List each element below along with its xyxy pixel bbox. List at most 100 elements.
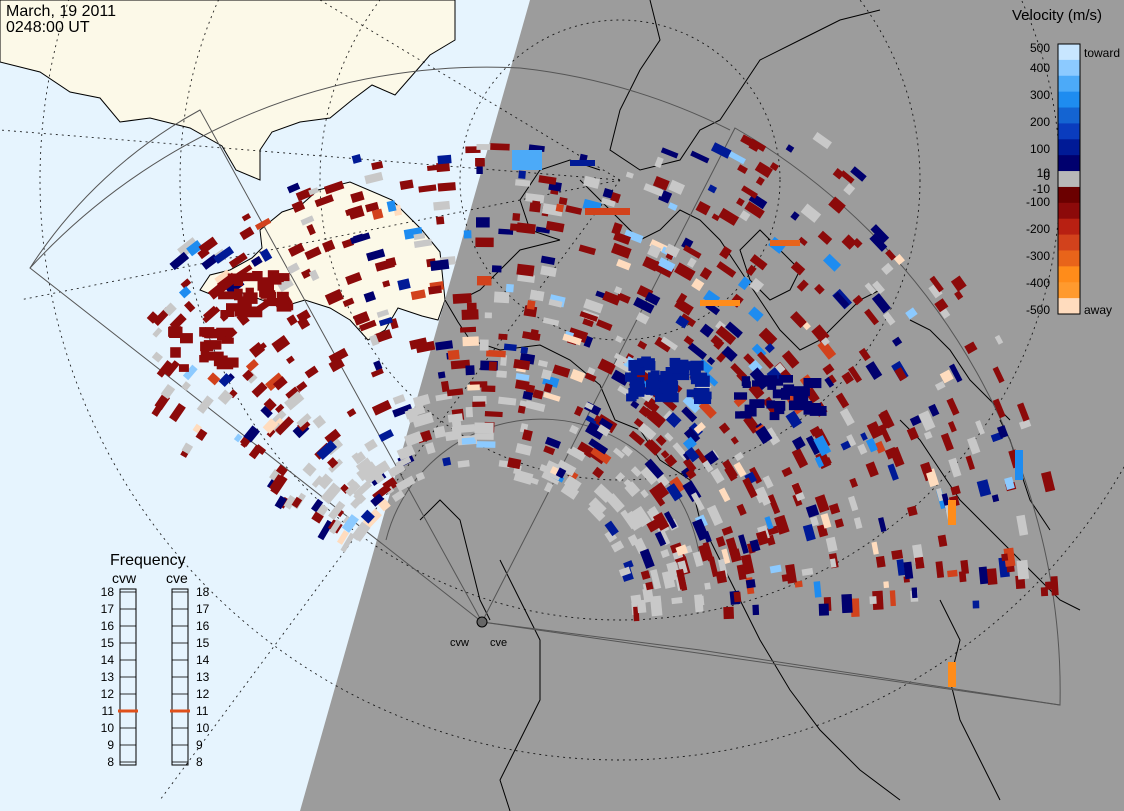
velocity-cell (363, 291, 377, 303)
velocity-cell (336, 530, 350, 545)
velocity-cell (475, 157, 485, 167)
velocity-cell (802, 523, 816, 542)
velocity-cell (850, 598, 860, 617)
velocity-cell (437, 154, 452, 165)
velocity-cell (611, 369, 630, 386)
colorbar-tick-label: -100 (1026, 195, 1050, 209)
velocity-cell (884, 446, 899, 460)
velocity-cell (702, 460, 714, 473)
velocity-cell (683, 245, 702, 259)
velocity-cell (440, 380, 450, 393)
velocity-cell (543, 445, 556, 456)
velocity-cell (660, 336, 678, 351)
toward-label: toward (1084, 46, 1120, 60)
velocity-cell (186, 240, 204, 257)
velocity-cell (655, 434, 667, 446)
velocity-cell (312, 415, 327, 429)
velocity-cell (387, 462, 406, 478)
velocity-cell (754, 161, 773, 178)
velocity-cell (869, 233, 888, 252)
velocity-cell (769, 162, 780, 172)
velocity-cell (522, 474, 539, 485)
colorbar-tick-label: -10 (1033, 182, 1051, 196)
velocity-cell (286, 355, 295, 365)
colorbar-swatch (1058, 44, 1080, 61)
velocity-cell (522, 391, 534, 401)
velocity-cell (283, 495, 297, 510)
velocity-cell (447, 349, 460, 361)
velocity-cell (722, 459, 738, 480)
velocity-cell (461, 309, 479, 321)
velocity-cell (512, 213, 521, 221)
velocity-cell (152, 327, 163, 338)
velocity-cell (579, 311, 599, 322)
colorbar-swatch (1058, 266, 1080, 283)
velocity-cell (269, 474, 284, 491)
velocity-cell (774, 378, 784, 386)
velocity-cell (682, 436, 697, 451)
velocity-cell (397, 278, 411, 291)
velocity-cell (626, 510, 639, 525)
velocity-cell (442, 456, 452, 467)
velocity-cell (649, 569, 662, 590)
velocity-cell (757, 351, 774, 370)
velocity-cell (740, 134, 757, 148)
velocity-cell (498, 396, 517, 406)
velocity-cell (545, 220, 565, 233)
velocity-cell (666, 569, 678, 582)
velocity-cell (918, 410, 936, 432)
velocity-cell (791, 482, 803, 495)
velocity-cell (785, 144, 795, 153)
velocity-cell (342, 297, 355, 308)
velocity-cell (265, 372, 285, 391)
velocity-cell (748, 382, 765, 400)
velocity-cell (752, 604, 760, 616)
velocity-cell (887, 463, 899, 481)
velocity-cell (679, 313, 697, 328)
velocity-cell (857, 443, 868, 455)
velocity-cell (785, 410, 803, 429)
velocity-cell (657, 526, 671, 546)
velocity-cell (370, 368, 384, 378)
velocity-cell (239, 226, 255, 241)
velocity-cell (684, 447, 700, 463)
velocity-cell (946, 397, 960, 416)
velocity-cell (297, 418, 311, 432)
velocity-cell (710, 142, 732, 159)
velocity-cell (654, 531, 667, 547)
velocity-cell (542, 317, 560, 327)
velocity-cell (221, 337, 234, 344)
velocity-cell (739, 210, 751, 222)
velocity-cell (374, 460, 391, 476)
velocity-cell (350, 191, 365, 203)
velocity-cell (693, 422, 706, 434)
velocity-cell (710, 467, 725, 484)
velocity-cell (928, 403, 940, 417)
velocity-cell (643, 407, 656, 420)
velocity-cell (424, 442, 436, 455)
velocity-cell (767, 494, 781, 515)
velocity-cell (742, 477, 758, 499)
velocity-cell (770, 240, 800, 246)
velocity-cell (496, 370, 507, 378)
velocity-cell (317, 519, 334, 541)
velocity-cell (718, 422, 731, 434)
velocity-cell (475, 237, 494, 248)
velocity-cell (418, 184, 437, 193)
velocity-cell (1040, 587, 1049, 597)
velocity-cell (755, 530, 770, 546)
velocity-cell (413, 238, 433, 249)
frequency-tick-label: 11 (196, 704, 209, 718)
velocity-cell (975, 420, 985, 435)
velocity-cell (903, 561, 914, 580)
colorbar-tick-label: -500 (1026, 303, 1050, 317)
velocity-cell (665, 412, 682, 428)
velocity-cell (430, 259, 450, 271)
velocity-cell (814, 494, 830, 513)
velocity-cell (715, 570, 728, 584)
velocity-cell (578, 244, 596, 256)
velocity-cell (466, 302, 477, 312)
velocity-cell (794, 580, 803, 588)
velocity-cell (721, 548, 731, 564)
velocity-cell (169, 402, 186, 423)
